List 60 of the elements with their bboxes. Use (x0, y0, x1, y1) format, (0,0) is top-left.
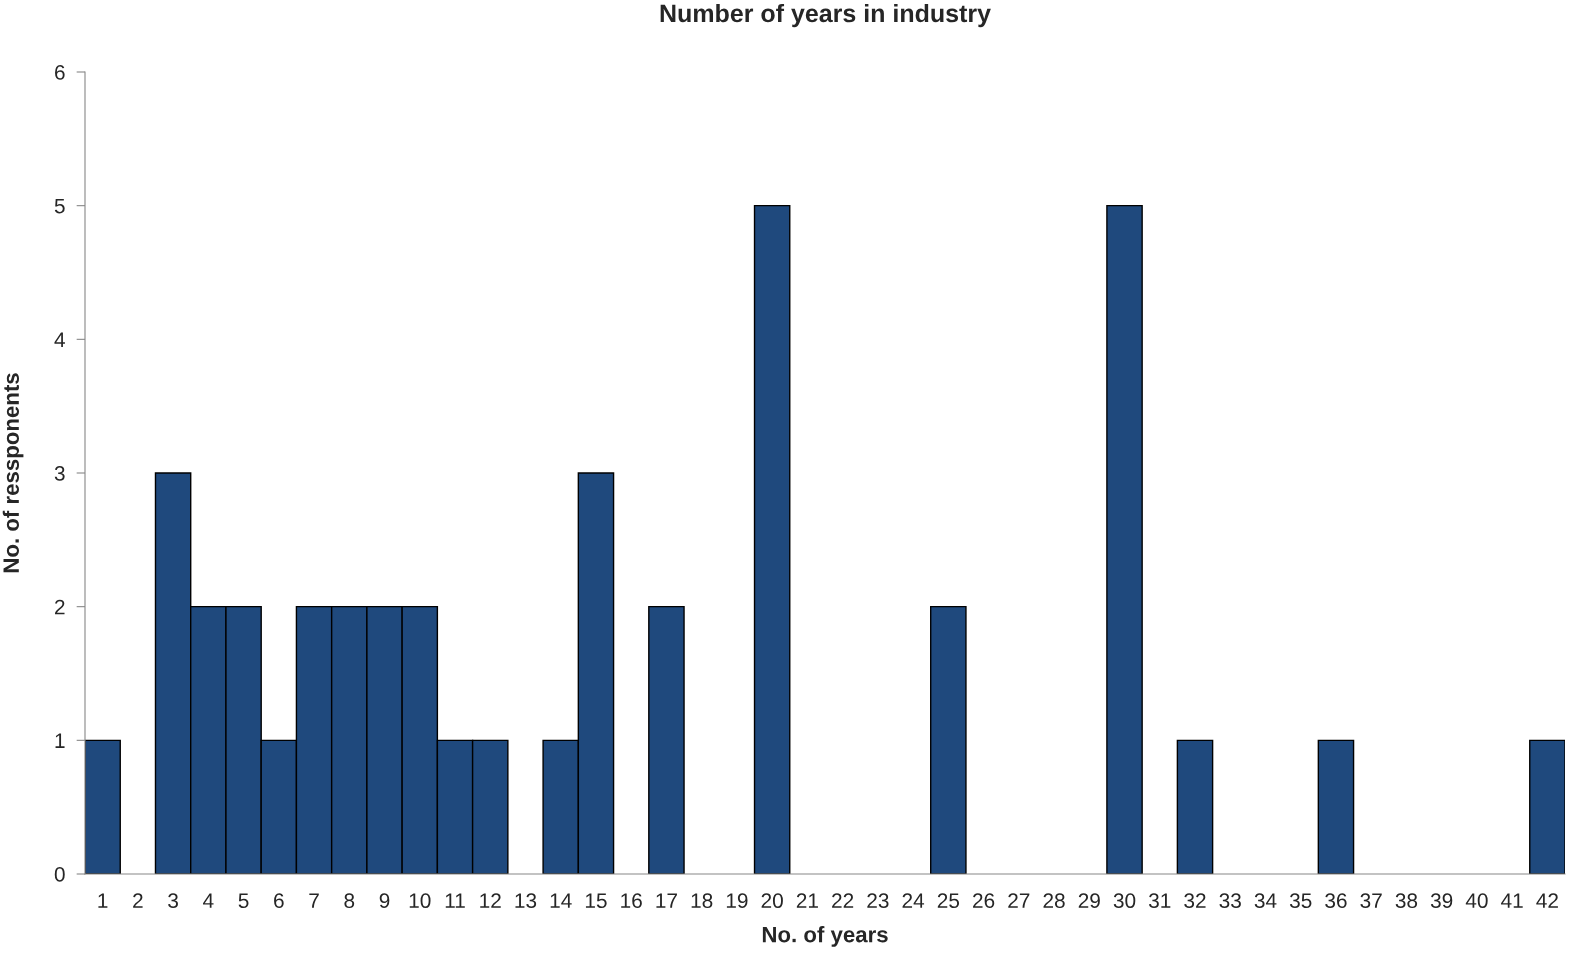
bar (648, 605, 685, 874)
x-tick-label: 21 (796, 893, 818, 908)
x-tick-label: 29 (1078, 893, 1100, 909)
x-axis-title: No. of years (762, 926, 888, 947)
x-tick-label: 8 (344, 893, 355, 909)
y-tick-label: 4 (54, 332, 65, 347)
y-tick-label: 1 (55, 733, 65, 748)
x-tick-label: 9 (379, 893, 390, 909)
x-tick-label: 40 (1465, 893, 1488, 909)
x-tick-label: 6 (274, 893, 284, 909)
x-tick-label: 28 (1043, 893, 1065, 909)
y-axis-title: No. of ressponents (2, 373, 24, 573)
x-tick-label: 3 (168, 893, 178, 909)
x-tick-label: 36 (1325, 893, 1347, 909)
y-tick-label: 3 (54, 466, 65, 481)
x-tick-label: 2 (133, 893, 143, 908)
bar (930, 605, 967, 874)
bar (85, 739, 121, 874)
x-tick-label: 11 (445, 893, 465, 908)
x-tick-label: 5 (238, 893, 249, 909)
x-tick-label: 26 (973, 893, 995, 909)
bar (1317, 739, 1355, 874)
x-tick-label: 35 (1289, 893, 1312, 909)
x-tick-label: 24 (902, 893, 925, 908)
x-tick-label: 7 (309, 893, 319, 908)
y-tick-label: 5 (54, 198, 65, 214)
x-tick-label: 38 (1395, 893, 1418, 909)
bar (1176, 739, 1214, 874)
x-tick-label: 32 (1184, 893, 1206, 909)
x-tick-label: 10 (409, 893, 431, 909)
y-tick-label: 6 (55, 65, 65, 80)
x-tick-label: 14 (550, 893, 572, 908)
chart-title: Number of years in industry (660, 3, 991, 28)
x-tick-label: 27 (1008, 893, 1030, 908)
x-tick-label: 34 (1254, 893, 1277, 909)
x-tick-label: 30 (1113, 893, 1136, 909)
x-tick-label: 12 (480, 893, 501, 908)
x-tick-label: 4 (203, 893, 214, 908)
x-tick-label: 1 (98, 893, 108, 908)
x-tick-label: 15 (585, 893, 607, 909)
x-tick-label: 17 (656, 893, 677, 908)
x-tick-label: 13 (515, 893, 537, 909)
x-tick-label: 42 (1536, 893, 1558, 908)
x-tick-label: 31 (1148, 893, 1171, 909)
bar (1106, 204, 1143, 874)
bar (1529, 739, 1565, 874)
x-tick-label: 37 (1360, 893, 1382, 909)
y-tick-label: 2 (55, 599, 65, 615)
x-tick-label: 20 (761, 893, 783, 909)
x-tick-label: 22 (832, 893, 854, 908)
y-tick-label: 0 (54, 867, 65, 882)
bar (753, 204, 791, 874)
x-tick-label: 16 (621, 893, 642, 909)
x-tick-label: 23 (867, 893, 889, 909)
x-tick-label: 33 (1219, 893, 1241, 909)
x-tick-label: 19 (726, 893, 748, 909)
x-tick-label: 25 (937, 893, 960, 909)
x-tick-label: 18 (691, 893, 713, 909)
x-tick-label: 41 (1501, 893, 1523, 908)
x-tick-label: 39 (1430, 893, 1453, 909)
